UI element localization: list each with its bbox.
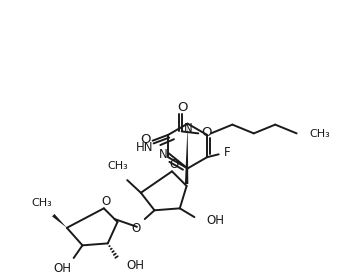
Text: N: N <box>159 148 168 161</box>
Text: O: O <box>101 195 110 208</box>
Text: CH₃: CH₃ <box>107 161 128 172</box>
Text: OH: OH <box>126 259 144 272</box>
Text: OH: OH <box>206 214 224 227</box>
Text: OH: OH <box>53 262 71 275</box>
Text: O: O <box>131 222 141 235</box>
Polygon shape <box>185 126 188 184</box>
Text: O: O <box>177 101 188 114</box>
Text: CH₃: CH₃ <box>31 197 52 208</box>
Text: O: O <box>201 126 211 139</box>
Text: O: O <box>140 133 151 146</box>
Text: CH₃: CH₃ <box>309 129 330 139</box>
Polygon shape <box>52 214 67 228</box>
Text: O: O <box>169 158 179 171</box>
Text: N: N <box>184 122 193 135</box>
Text: F: F <box>224 146 231 159</box>
Text: HN: HN <box>136 141 154 153</box>
